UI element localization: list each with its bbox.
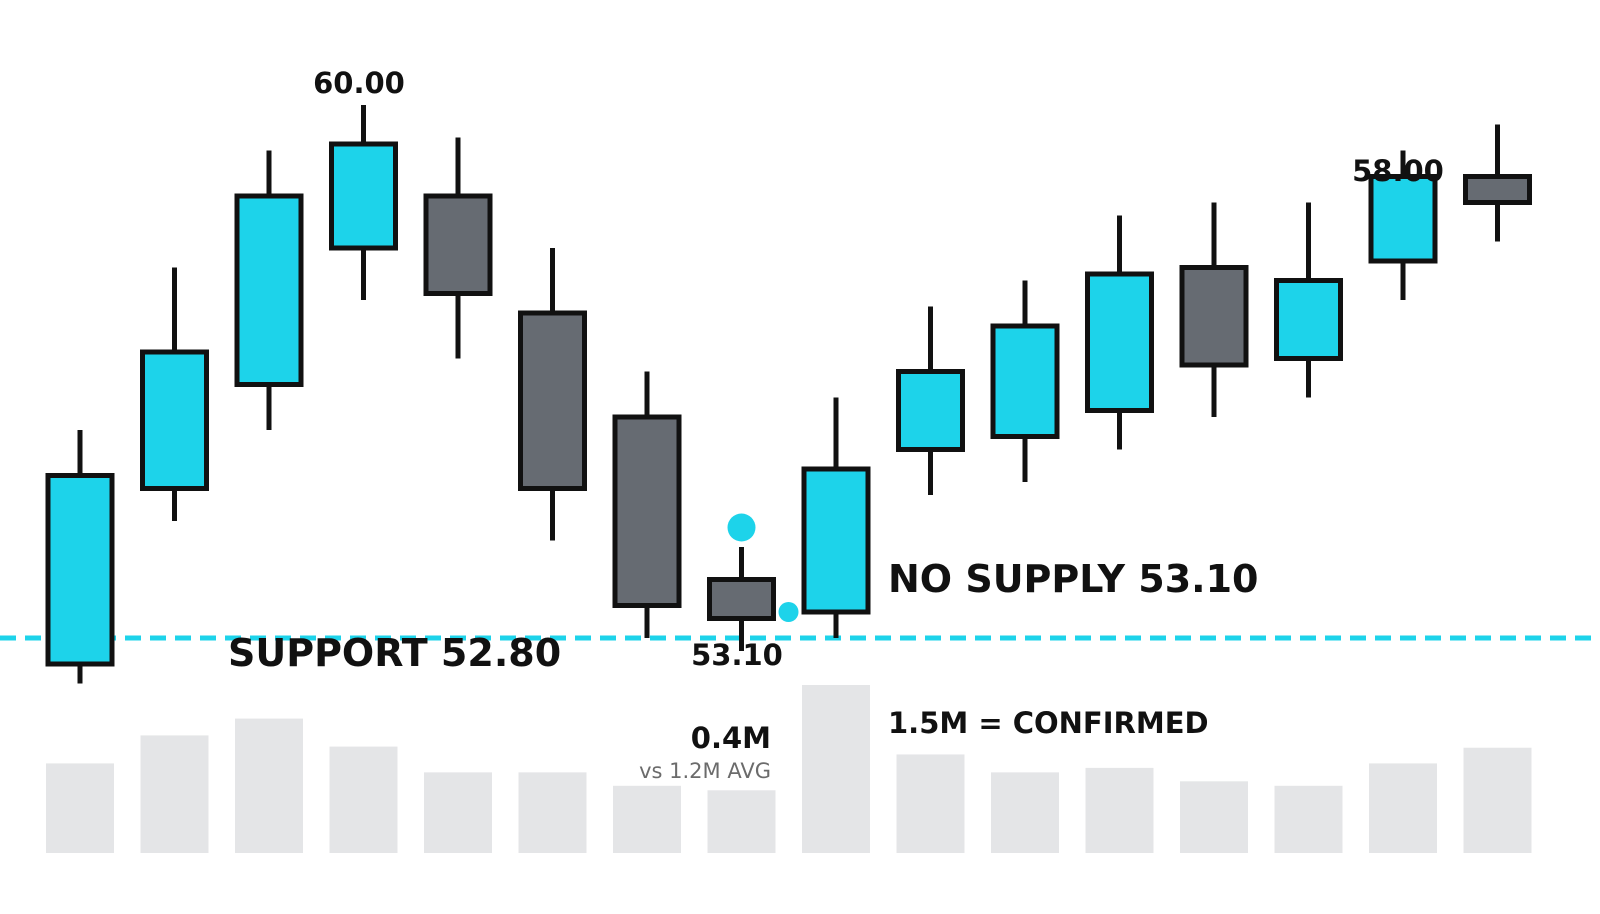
right-high-price-label: 58.00 (1352, 154, 1444, 188)
bullish-candle-body (801, 466, 871, 615)
bearish-candle-body (518, 310, 587, 491)
signal-dot (778, 602, 799, 622)
candle (1085, 215, 1154, 450)
bearish-candle-body (1463, 174, 1532, 205)
bullish-candle-body (329, 141, 398, 251)
candle (801, 397, 871, 638)
bullish-candle-body (1274, 278, 1343, 361)
bearish-candle-body (612, 414, 682, 608)
candle (612, 371, 682, 638)
candle (990, 280, 1060, 482)
bullish-candle-body (990, 323, 1060, 439)
volume-bar (802, 685, 870, 853)
volume-bar (896, 754, 965, 853)
candle (1463, 124, 1532, 242)
candle (140, 267, 209, 521)
candle (1274, 202, 1343, 398)
bearish-candle-body (1179, 265, 1249, 368)
volume-bar (613, 785, 681, 853)
volume-bar (1180, 781, 1248, 853)
volume-bar (518, 772, 587, 853)
volume-bar (707, 790, 776, 853)
volume-bar (1463, 747, 1532, 853)
volume-bar (329, 746, 398, 853)
volume-bar (1274, 785, 1343, 853)
volume-bar (424, 772, 492, 853)
candle (896, 306, 965, 495)
candle (329, 105, 398, 300)
candle (707, 547, 776, 651)
average-volume-label: vs 1.2M AVG (639, 759, 771, 783)
candle (1179, 202, 1249, 417)
no-supply-label: NO SUPPLY 53.10 (888, 557, 1259, 601)
bullish-candle-body (45, 473, 115, 667)
candle (1368, 150, 1438, 300)
high-price-label: 60.00 (313, 66, 405, 100)
candle (423, 137, 493, 359)
confirmed-volume-label: 1.5M = CONFIRMED (888, 706, 1209, 740)
bullish-candle-body (1368, 174, 1438, 264)
low-volume-label: 0.4M (691, 721, 771, 755)
bullish-candle-body (234, 193, 304, 387)
bullish-candle-body (896, 369, 965, 452)
volume-bar (46, 763, 114, 853)
candle (518, 248, 587, 541)
signal-dots (727, 513, 799, 622)
signal-dot (727, 513, 756, 542)
support-label: SUPPORT 52.80 (228, 631, 561, 675)
volume-bar (1369, 763, 1437, 853)
bearish-candle-body (423, 193, 493, 296)
volume-bar (991, 772, 1059, 853)
candles (45, 105, 1532, 684)
bullish-candle-body (1085, 271, 1154, 413)
volume-bars (46, 685, 1532, 853)
low-candle-price-label: 53.10 (691, 638, 783, 672)
volume-bar (235, 718, 303, 853)
candle (234, 150, 304, 430)
candle (45, 430, 115, 684)
bearish-candle-body (707, 577, 776, 621)
volume-bar (140, 735, 209, 853)
bullish-candle-body (140, 349, 209, 491)
volume-bar (1085, 767, 1154, 853)
